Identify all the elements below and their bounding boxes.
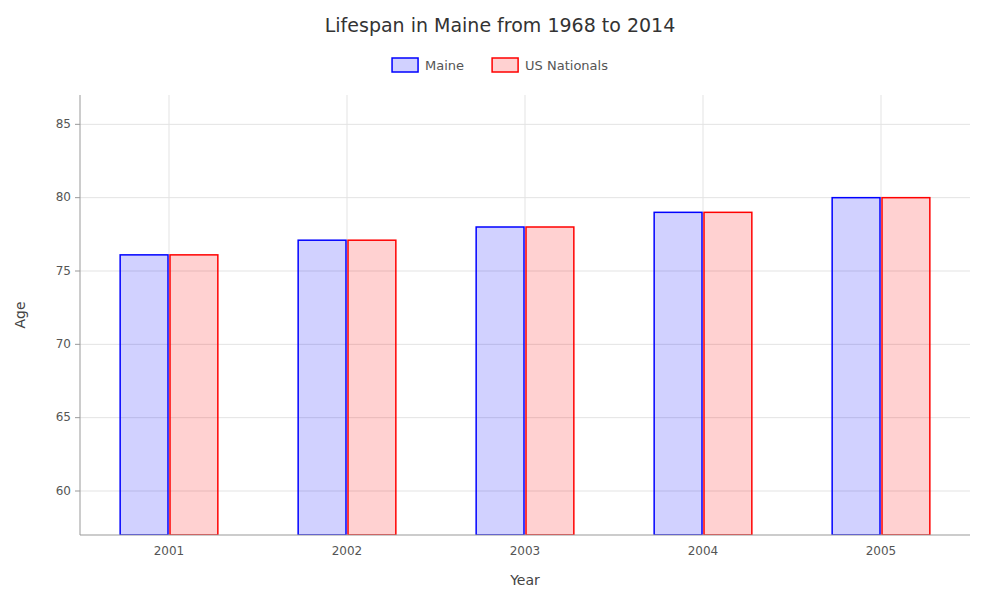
legend-label: US Nationals: [525, 58, 608, 73]
bar: [526, 227, 574, 535]
legend-item: Maine: [392, 58, 464, 73]
legend-label: Maine: [425, 58, 464, 73]
y-tick: [75, 271, 80, 272]
x-axis-line: [80, 535, 970, 536]
y-tick-label: 80: [56, 190, 71, 204]
y-tick: [75, 124, 80, 125]
x-tick-label: 2005: [866, 544, 897, 558]
y-tick-label: 75: [56, 264, 71, 278]
bars: [120, 198, 930, 535]
bar: [298, 240, 346, 535]
bar: [120, 255, 168, 535]
bar: [704, 212, 752, 535]
bar: [348, 240, 396, 535]
bar: [832, 198, 880, 535]
y-tick: [75, 197, 80, 198]
x-axis-label: Year: [509, 572, 540, 588]
chart: 60 65 70 75 80 85 2001 2002 2003 2004 2005 Year Age L…: [0, 0, 1000, 600]
bar: [882, 198, 930, 535]
legend-item: US Nationals: [492, 58, 608, 73]
bar: [170, 255, 218, 535]
y-tick: [75, 417, 80, 418]
y-tick-label: 85: [56, 117, 71, 131]
y-tick-label: 70: [56, 337, 71, 351]
x-tick-label: 2003: [510, 544, 541, 558]
bar: [654, 212, 702, 535]
y-axis-line: [80, 95, 81, 535]
bar: [476, 227, 524, 535]
x-tick-label: 2002: [332, 544, 363, 558]
x-tick-label: 2004: [688, 544, 719, 558]
y-tick: [75, 344, 80, 345]
y-tick-label: 60: [56, 484, 71, 498]
y-axis-label: Age: [12, 301, 28, 328]
legend-swatch: [492, 58, 518, 72]
y-tick: [75, 491, 80, 492]
title: Lifespan in Maine from 1968 to 2014: [325, 14, 676, 36]
y-tick-label: 65: [56, 410, 71, 424]
legend-swatch: [392, 58, 418, 72]
grid: [80, 95, 970, 535]
legend: Maine US Nationals: [392, 58, 608, 73]
x-tick-label: 2001: [154, 544, 185, 558]
